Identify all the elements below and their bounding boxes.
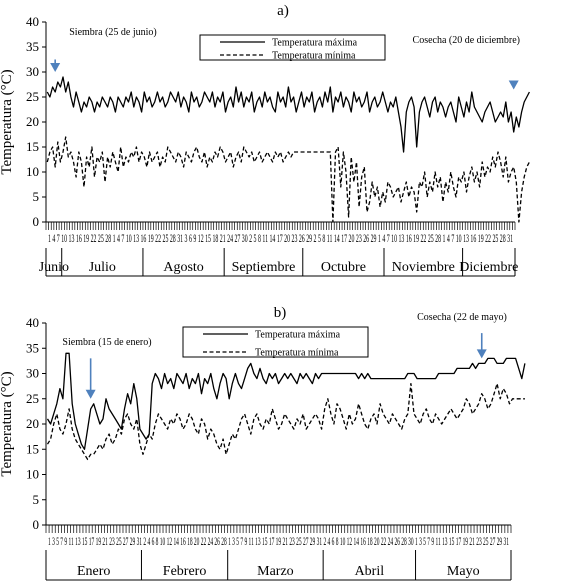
- y-tick-label: 35: [26, 340, 39, 355]
- y-tick-label: 10: [26, 467, 39, 482]
- legend-entry: Temperatura mínima: [272, 51, 356, 62]
- y-tick-label: 40: [26, 14, 39, 29]
- annotation-arrow-head: [508, 80, 519, 90]
- annotation-label: Siembra (25 de junio): [69, 27, 156, 38]
- y-tick-label: 25: [26, 89, 39, 104]
- y-tick-label: 25: [26, 391, 39, 406]
- y-tick-label: 20: [26, 416, 39, 431]
- y-tick-label: 30: [26, 64, 39, 79]
- legend-entry: Temperatura máxima: [272, 38, 358, 49]
- x-day-tick-labels: 1 3 5 7 9 11 13 15 17 19 21 23 25 27 29 …: [48, 534, 509, 548]
- month-label: Agosto: [163, 260, 203, 275]
- y-tick-label: 15: [26, 441, 39, 456]
- legend-entry: Temperatura máxima: [255, 330, 341, 341]
- y-axis-label: Temperatura (°C): [0, 371, 15, 476]
- series-line-max: [46, 76, 530, 153]
- y-tick-label: 10: [26, 164, 39, 179]
- month-label: Septiembre: [232, 260, 296, 275]
- month-label: Diciembre: [459, 260, 518, 275]
- y-tick-label: 20: [26, 114, 39, 129]
- series-line-max: [46, 352, 526, 450]
- annotation-label: Cosecha (20 de diciembre): [413, 35, 520, 46]
- y-tick-label: 5: [33, 189, 40, 204]
- month-label: Enero: [77, 564, 110, 579]
- legend-box: [199, 34, 386, 61]
- month-label: Febrero: [163, 564, 207, 579]
- panel-label: b): [274, 305, 287, 321]
- month-label: Marzo: [257, 564, 294, 579]
- month-label: Abril: [355, 564, 385, 579]
- series-line-min: [46, 382, 525, 461]
- annotation-label: Cosecha (22 de mayo): [417, 312, 507, 323]
- series-line-min: [46, 136, 530, 223]
- chart-panel-b: b) 0 5 10 15 20 25 30 35 40 Temperatura (°C) 1 3 5 …: [0, 305, 526, 581]
- annotation-arrow-head: [476, 349, 487, 359]
- y-tick-label: 5: [33, 492, 40, 507]
- annotation-arrow-head: [85, 389, 96, 399]
- legend-entry: Temperatura mínima: [255, 348, 339, 359]
- month-label: Noviembre: [392, 260, 455, 275]
- month-label: Octubre: [321, 260, 366, 275]
- y-tick-label: 40: [26, 315, 39, 330]
- panel-label: a): [277, 3, 289, 19]
- month-label: Julio: [89, 260, 116, 275]
- month-label: Mayo: [447, 564, 480, 579]
- y-tick-label: 15: [26, 139, 39, 154]
- y-tick-label: 0: [33, 214, 40, 229]
- annotation-label: Siembra (15 de enero): [62, 337, 151, 348]
- y-axis-label: Temperatura (°C): [0, 69, 15, 174]
- x-day-tick-labels: 1 4 7 10 13 16 19 22 25 28 1 4 7 10 13 1…: [48, 231, 513, 245]
- y-tick-label: 35: [26, 39, 39, 54]
- y-tick-label: 30: [26, 366, 39, 381]
- chart-panel-a: a) 0 5 10 15 20 25 30 35 40 Temperatura (°C) 1 4 7 …: [0, 3, 530, 277]
- y-tick-label: 0: [33, 517, 40, 532]
- annotation-arrow-head: [50, 63, 61, 72]
- month-label: Junio: [39, 260, 69, 275]
- legend-box: [182, 326, 369, 358]
